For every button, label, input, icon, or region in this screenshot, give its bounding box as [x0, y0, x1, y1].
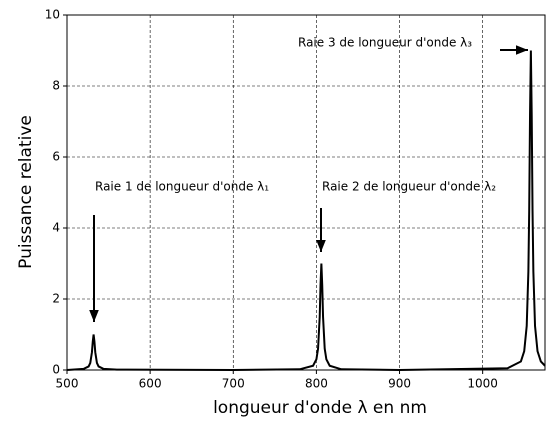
line [66, 50, 546, 372]
y-tick-label: 4 [52, 221, 60, 235]
annotation: Raie 2 de longueur d'onde λ₂ [322, 180, 496, 194]
x-tick-label: 1000 [467, 377, 498, 391]
annotation: Raie 1 de longueur d'onde λ₁ [95, 180, 269, 194]
x-tick-label: 600 [139, 377, 162, 391]
x-tick-label: 700 [222, 377, 245, 391]
y-tick-label: 8 [52, 79, 60, 93]
x-tick-label: 900 [388, 377, 411, 391]
plot-frame [66, 14, 546, 371]
y-tick-label: 0 [52, 363, 60, 377]
x-axis-label: longueur d'onde λ en nm [213, 398, 427, 418]
x-tick-label: 500 [56, 377, 79, 391]
y-tick-label: 6 [52, 150, 60, 164]
annotation: Raie 3 de longueur d'onde λ₃ [298, 36, 472, 50]
y-tick-label: 10 [45, 8, 60, 22]
y-tick-label: 2 [52, 292, 60, 306]
x-tick-label: 800 [305, 377, 328, 391]
y-axis-label: Puissance relative [16, 115, 36, 269]
